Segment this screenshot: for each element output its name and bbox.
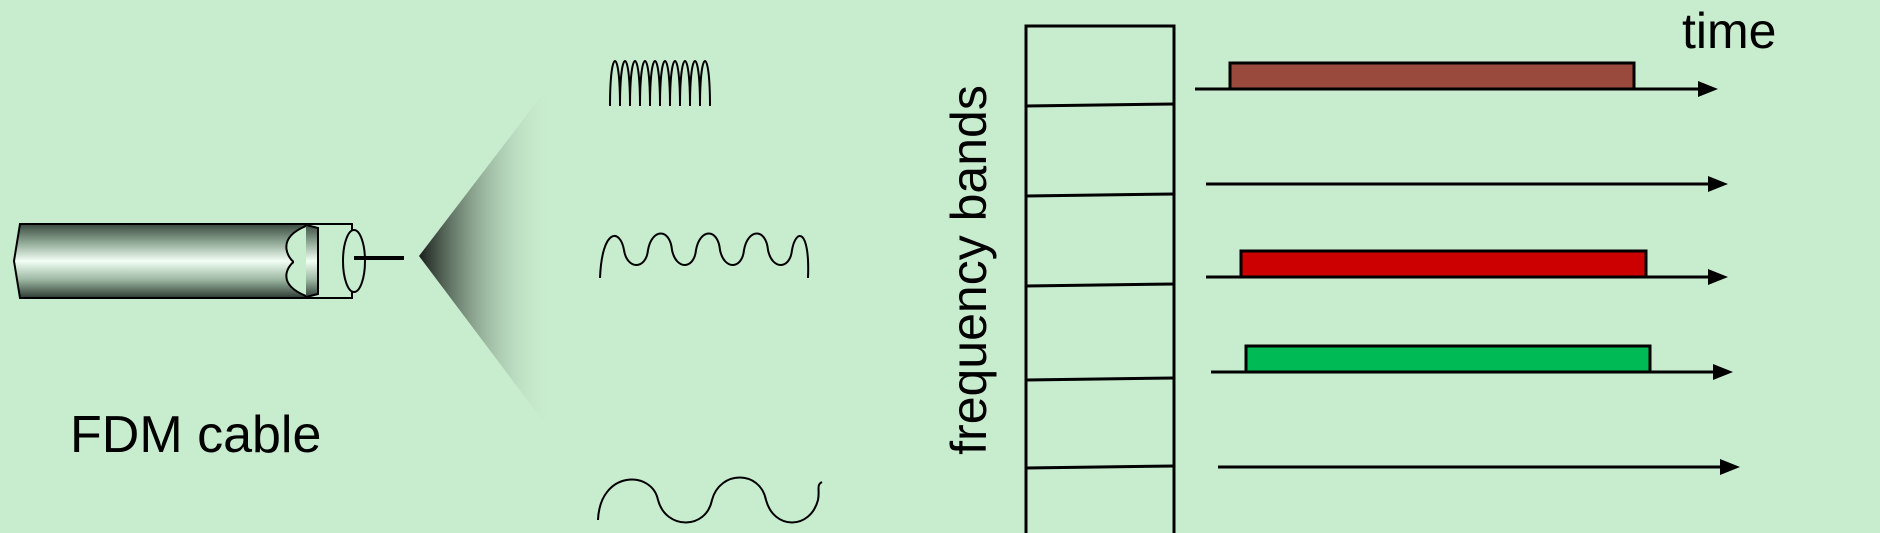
band-1-transmission [1228, 61, 1636, 91]
time-axis-label: time [1682, 3, 1777, 59]
high-frequency-waveform [609, 60, 711, 107]
band-3-transmission [1239, 249, 1648, 279]
frequency-band-column [1024, 24, 1176, 533]
signal-fan [419, 82, 552, 433]
cable-label: FDM cable [70, 406, 322, 464]
medium-frequency-waveform [599, 232, 810, 279]
band-4-transmission [1244, 344, 1652, 374]
cable-icon [12, 223, 404, 299]
frequency-axis-label: frequency bands [941, 85, 997, 455]
arrowheads [1698, 81, 1740, 475]
low-frequency-waveform [597, 476, 823, 524]
